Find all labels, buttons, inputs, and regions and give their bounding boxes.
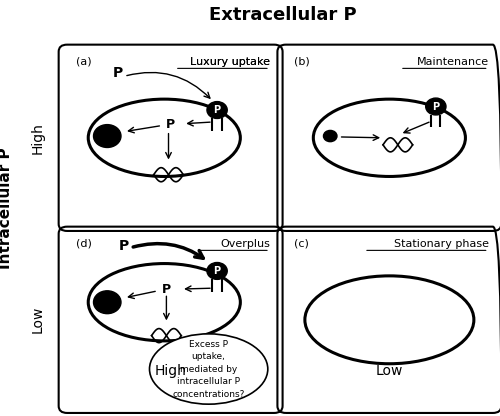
Text: Luxury uptake: Luxury uptake <box>190 57 270 67</box>
Text: P: P <box>162 282 171 295</box>
Text: Low: Low <box>376 364 403 378</box>
Text: Intracellular P: Intracellular P <box>0 147 14 269</box>
Text: P: P <box>214 266 220 276</box>
Circle shape <box>94 125 121 147</box>
Text: P: P <box>119 239 130 253</box>
Circle shape <box>426 98 446 115</box>
Circle shape <box>94 291 121 314</box>
Text: Overplus: Overplus <box>220 239 270 249</box>
Text: (a): (a) <box>76 57 91 67</box>
Text: High: High <box>30 122 44 154</box>
Text: P: P <box>214 105 220 115</box>
Text: Extracellular P: Extracellular P <box>208 6 356 24</box>
Text: High: High <box>154 364 186 378</box>
Text: (b): (b) <box>294 57 310 67</box>
Text: Stationary phase: Stationary phase <box>394 239 488 249</box>
Circle shape <box>207 262 227 280</box>
Text: P: P <box>166 118 175 131</box>
Text: Luxury uptake: Luxury uptake <box>190 57 270 67</box>
Text: Excess P
uptake,
mediated by
intracellular P
concentrations?: Excess P uptake, mediated by intracellul… <box>172 339 245 399</box>
Circle shape <box>324 131 337 142</box>
Text: P: P <box>432 102 440 111</box>
Text: (d): (d) <box>76 239 92 249</box>
Text: (c): (c) <box>294 239 309 249</box>
Ellipse shape <box>150 334 268 404</box>
Text: Maintenance: Maintenance <box>416 57 488 67</box>
Text: P: P <box>112 66 123 80</box>
Text: Low: Low <box>30 306 44 334</box>
Circle shape <box>207 102 227 119</box>
